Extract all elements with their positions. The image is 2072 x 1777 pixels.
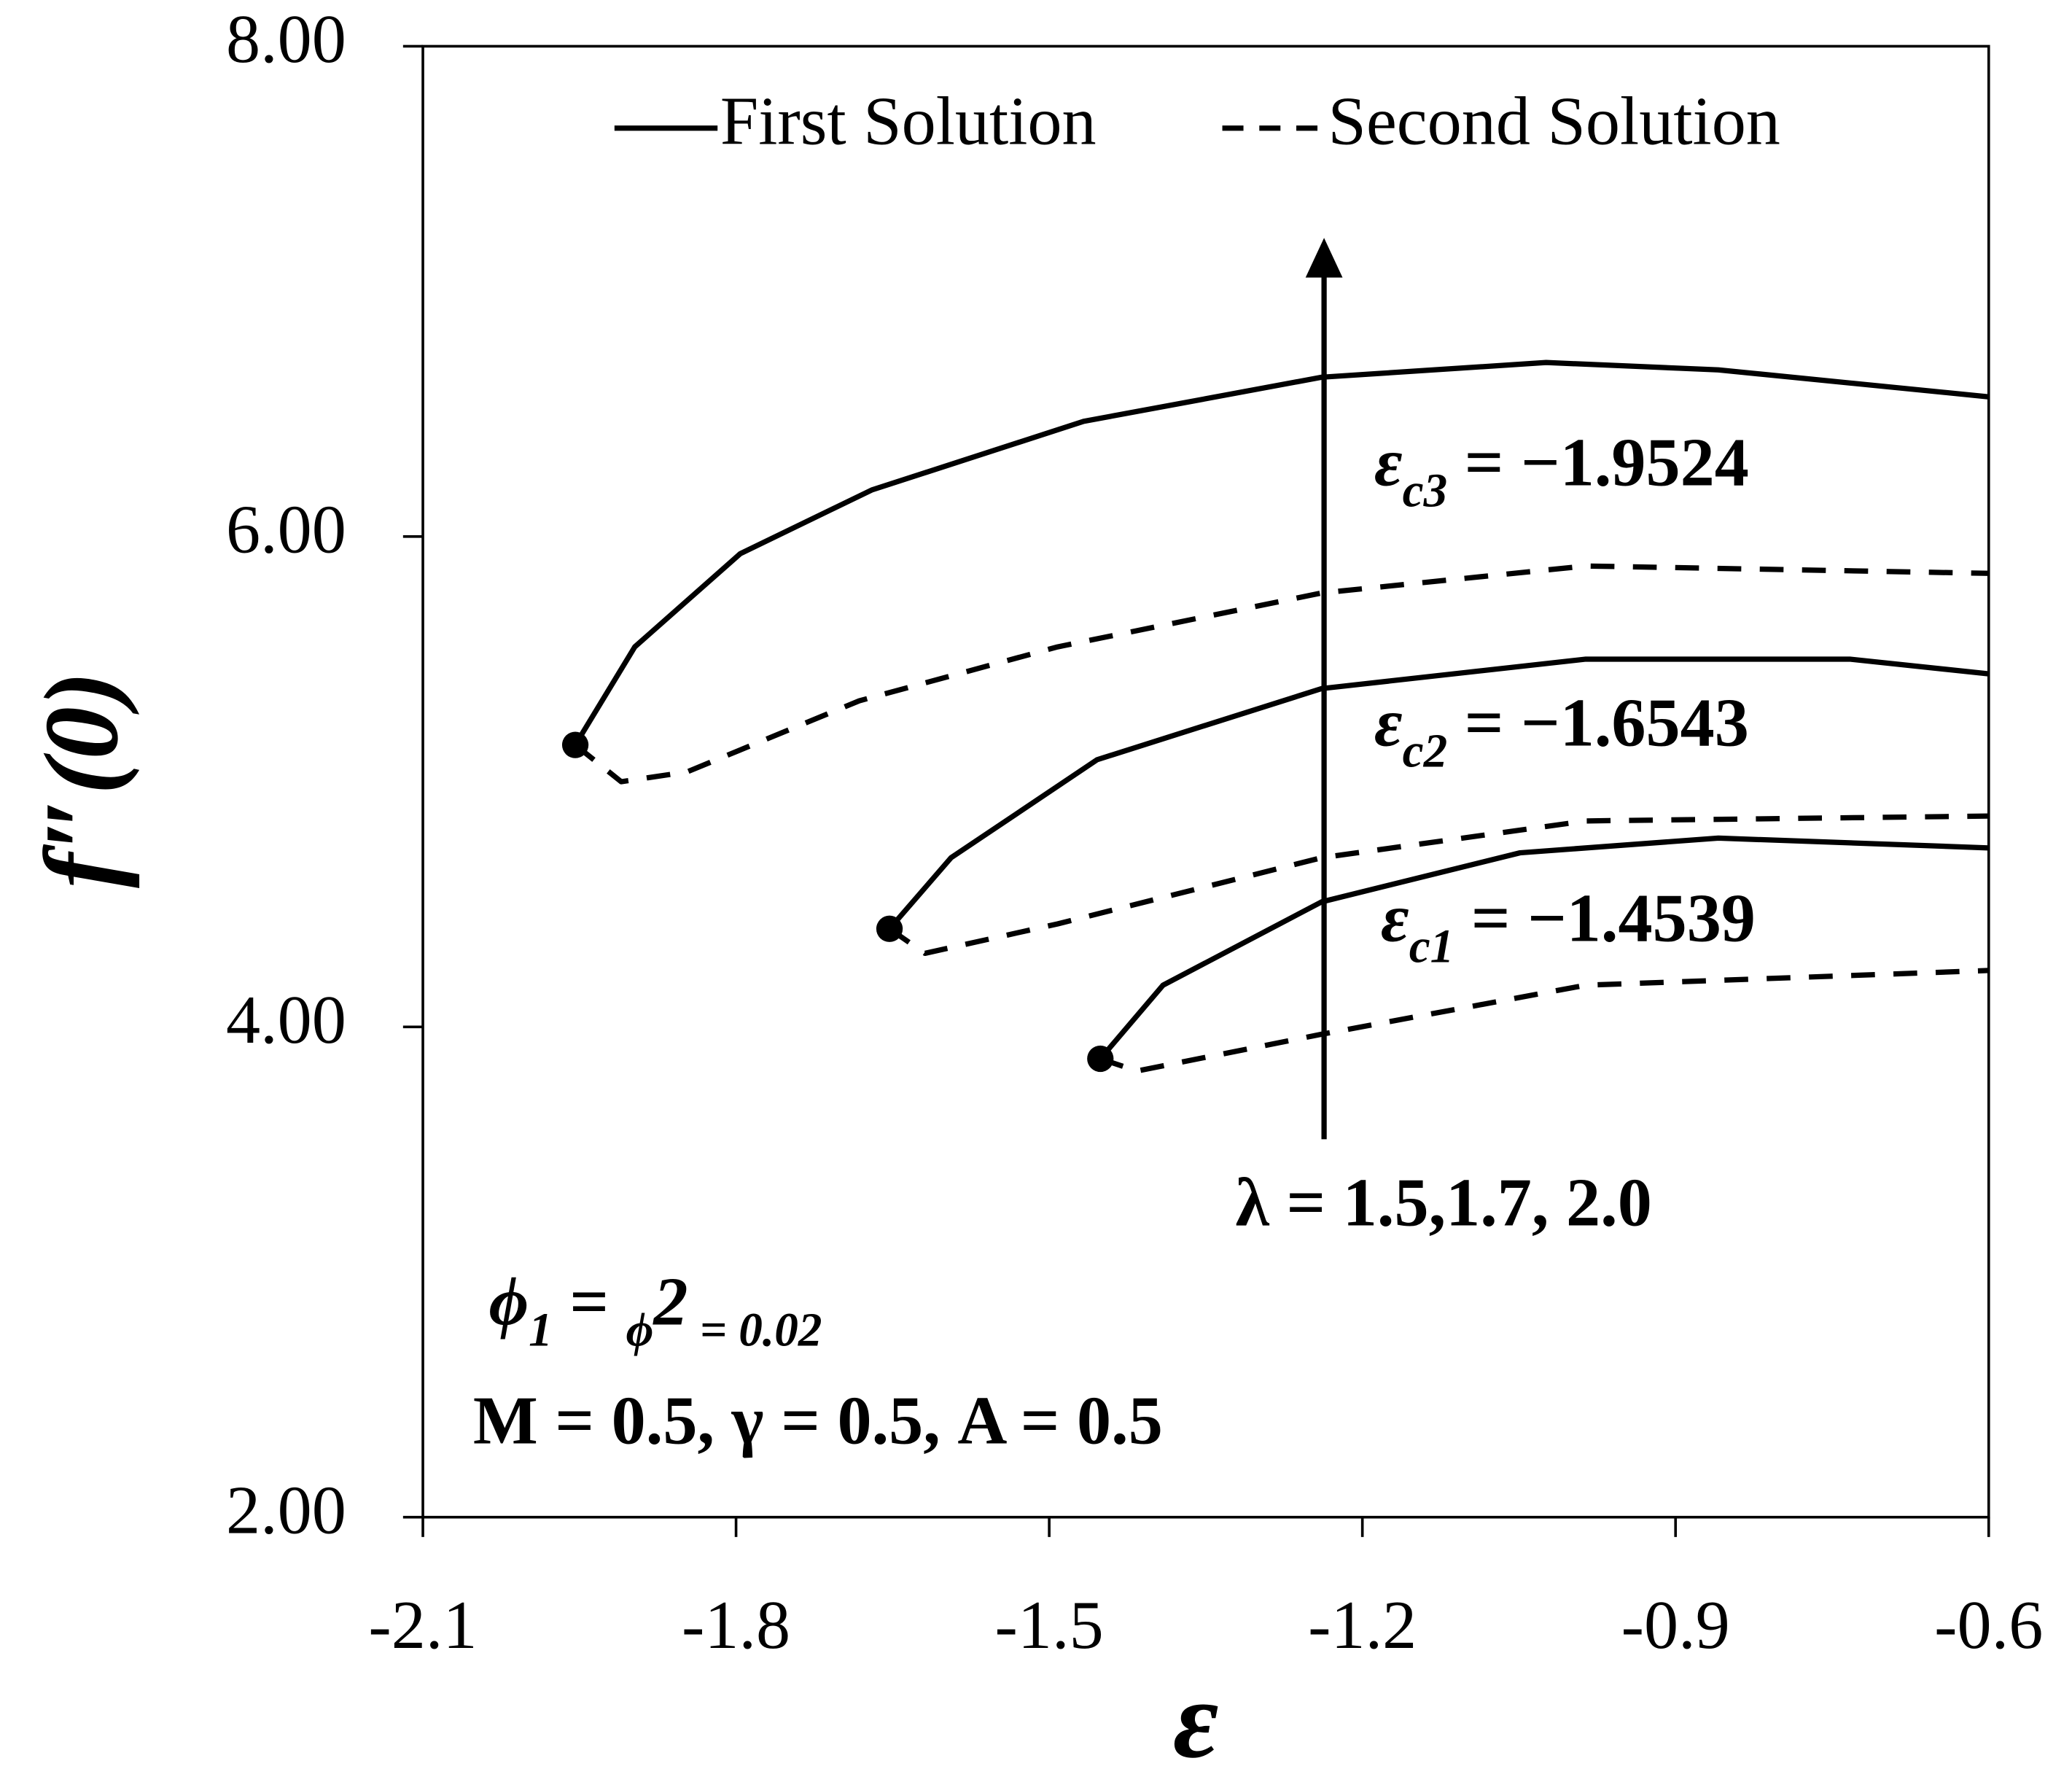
x-tick-label: -0.9 bbox=[1621, 1587, 1730, 1663]
legend-label: First Solution bbox=[720, 83, 1097, 159]
annotation-subscript: 1 bbox=[529, 1304, 553, 1356]
y-tick-label: 2.00 bbox=[226, 1472, 346, 1548]
series-line bbox=[887, 813, 1989, 957]
arrow-head bbox=[1305, 238, 1343, 278]
annotation-part: ϕ bbox=[489, 1264, 529, 1339]
annotation-part: = bbox=[553, 1264, 626, 1339]
x-tick-label: -0.6 bbox=[1934, 1587, 2043, 1663]
annotation-part: ε bbox=[1374, 685, 1403, 761]
annotation-subscript: c1 bbox=[1409, 921, 1454, 973]
annotation-part: λ = 1.5,1.7, 2.0 bbox=[1236, 1164, 1652, 1240]
annotation: λ = 1.5,1.7, 2.0 bbox=[1236, 1164, 1652, 1240]
series-line bbox=[1099, 968, 1989, 1074]
annotation: M = 0.5, γ = 0.5, A = 0.5 bbox=[473, 1383, 1163, 1458]
critical-point bbox=[1087, 1045, 1114, 1073]
series-line bbox=[573, 563, 1989, 785]
annotation-subscript: = 0.02 bbox=[688, 1304, 822, 1356]
y-tick-label: 8.00 bbox=[226, 1, 346, 77]
annotation: ϕ1 = ϕ2 = 0.02 bbox=[489, 1264, 822, 1356]
y-tick-label: 6.00 bbox=[226, 491, 346, 567]
plot-frame bbox=[421, 44, 1990, 1519]
annotation: εc2 = −1.6543 bbox=[1374, 685, 1749, 777]
series-line bbox=[572, 359, 1990, 747]
annotation-part: = −1.6543 bbox=[1447, 685, 1749, 761]
series-line bbox=[887, 656, 1990, 931]
x-tick-label: -1.8 bbox=[682, 1587, 790, 1663]
annotation-part: = −1.9524 bbox=[1447, 424, 1749, 500]
annotation-part: ε bbox=[1374, 424, 1403, 500]
annotation: εc1 = −1.4539 bbox=[1381, 880, 1756, 973]
annotation-subscript: ϕ bbox=[626, 1304, 654, 1356]
series-line bbox=[1098, 835, 1989, 1061]
x-tick-label: -1.2 bbox=[1308, 1587, 1417, 1663]
y-tick-label: 4.00 bbox=[226, 982, 346, 1058]
annotation-part: M = 0.5, γ = 0.5, A = 0.5 bbox=[473, 1383, 1163, 1458]
annotation-part: 2 bbox=[652, 1264, 688, 1339]
x-tick-label: -2.1 bbox=[368, 1587, 477, 1663]
x-tick-label: -1.5 bbox=[995, 1587, 1104, 1663]
annotation: εc3 = −1.9524 bbox=[1374, 424, 1749, 517]
arrow bbox=[1305, 238, 1343, 1140]
annotation-subscript: c3 bbox=[1403, 464, 1448, 517]
annotation-part: = −1.4539 bbox=[1454, 880, 1756, 956]
annotation-subscript: c2 bbox=[1403, 725, 1448, 777]
annotation-part: ε bbox=[1381, 880, 1409, 956]
legend-label: Second Solution bbox=[1328, 83, 1780, 159]
y-axis-label: f″(0) bbox=[23, 672, 140, 888]
x-axis-label: ε bbox=[1173, 1657, 1218, 1777]
